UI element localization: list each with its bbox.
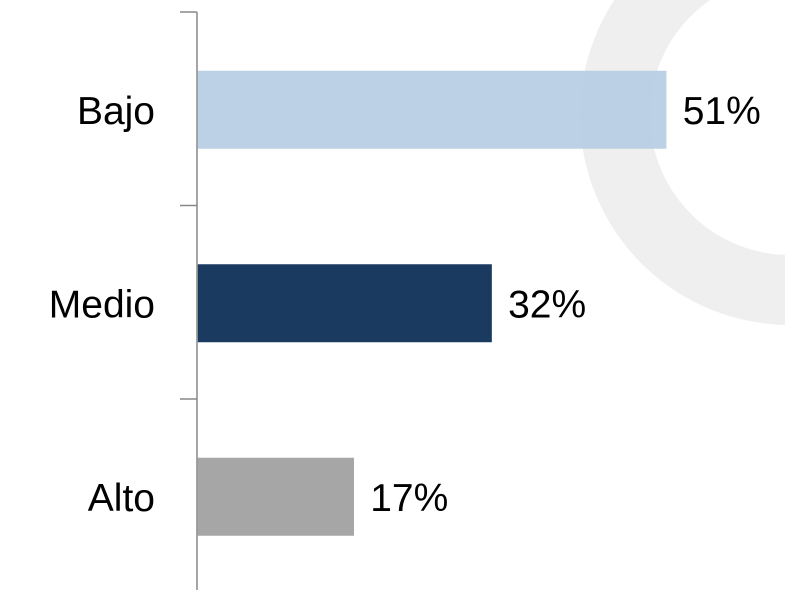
category-labels: Bajo Medio Alto [49,90,155,520]
bar-bajo [197,70,667,149]
category-label-bajo: Bajo [77,90,155,133]
value-label-medio: 32% [508,283,586,326]
value-label-bajo: 51% [683,90,761,133]
bar-medio [197,264,492,343]
category-axis [180,11,198,590]
category-label-medio: Medio [49,283,155,326]
value-label-alto: 17% [370,477,448,520]
value-labels: 51% 32% 17% [370,90,761,520]
bar-alto [197,457,354,536]
bar-series [197,70,667,536]
category-label-alto: Alto [88,477,155,520]
